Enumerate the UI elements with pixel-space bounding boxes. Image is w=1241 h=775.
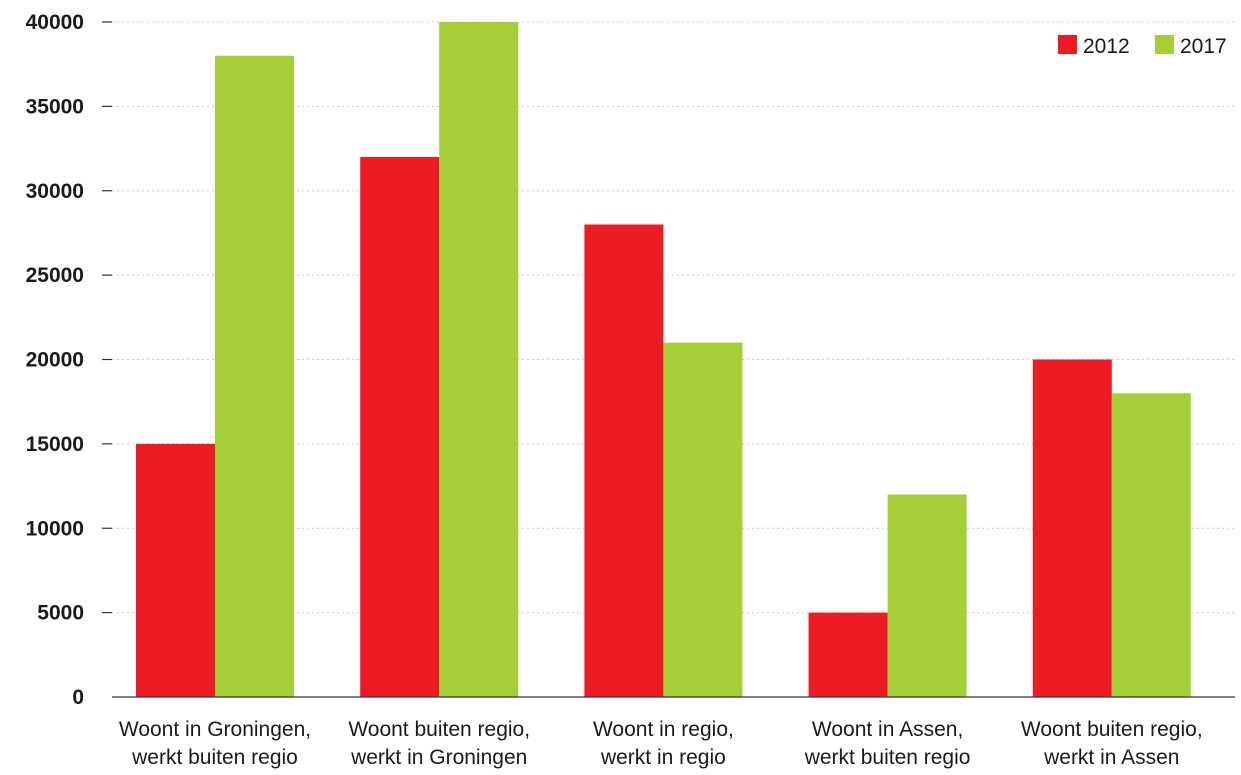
legend: 2012 2017: [1058, 35, 1227, 58]
y-tick-label: 30000: [26, 180, 84, 203]
y-axis-tick-labels: 0 5000 10000 15000 20000 25000 30000 35000 40000: [26, 11, 84, 709]
bar-2017: [439, 22, 519, 697]
bar-2012: [136, 443, 215, 697]
x-axis-tick-labels: Woont in Groningen, werkt buiten regio Woo…: [119, 718, 1203, 769]
x-tick-label: Woont buiten regio, werkt in Assen: [1021, 718, 1203, 769]
x-tick-label: Woont in regio, werkt in regio: [593, 718, 734, 769]
y-tick-label: 10000: [26, 517, 84, 540]
bar-2012: [1032, 359, 1112, 697]
y-tick-label: 25000: [26, 264, 84, 287]
bar-2017: [215, 55, 294, 697]
legend-swatch-2017: [1155, 35, 1174, 54]
bar-2012: [808, 612, 888, 697]
legend-label-2012: 2012: [1083, 35, 1130, 58]
y-tick-label: 20000: [26, 349, 84, 372]
legend-label-2017: 2017: [1180, 35, 1227, 58]
y-tick-label: 40000: [26, 11, 84, 34]
y-tick-label: 5000: [37, 602, 84, 625]
bar-2012: [584, 224, 664, 697]
bar-2017: [887, 494, 967, 697]
bar-2017: [663, 342, 743, 697]
y-tick-label: 35000: [26, 95, 84, 118]
y-tick-label: 0: [72, 686, 84, 709]
legend-swatch-2012: [1058, 35, 1077, 54]
bar-2012: [360, 157, 440, 697]
bar-2017: [1111, 393, 1191, 697]
x-tick-label: Woont buiten regio, werkt in Groningen: [348, 718, 530, 769]
x-tick-label: Woont in Groningen, werkt buiten regio: [119, 718, 311, 769]
x-tick-label: Woont in Assen, werkt buiten regio: [804, 718, 971, 769]
y-tick-label: 15000: [26, 433, 84, 456]
bars: [136, 22, 1191, 697]
